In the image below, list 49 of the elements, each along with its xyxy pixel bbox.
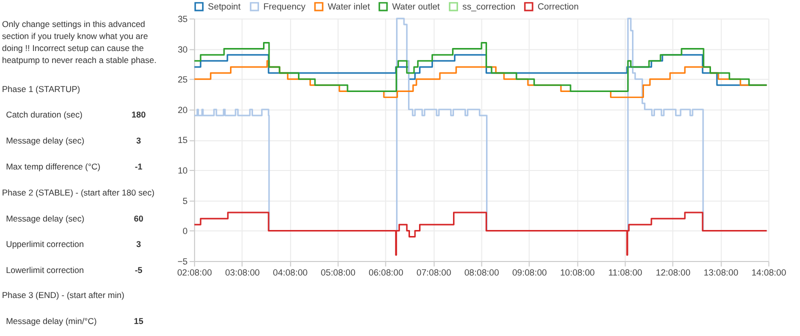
text: Message delay (min/°C) [6, 316, 97, 326]
text: 15 [134, 316, 144, 326]
text: heatpump to never reach a stable phase. [2, 55, 157, 66]
text: Only change settings in this advanced [2, 18, 146, 29]
text: section if you truely know what you are [2, 31, 148, 42]
y-tick-label: 30 [178, 44, 188, 54]
x-tick-label: 10:08:00 [560, 267, 595, 278]
y-tick-label: 15 [178, 135, 188, 146]
text: Phase 2 (STABLE) - (start after 180 sec) [2, 187, 155, 198]
text: 60 [134, 213, 144, 224]
y-tick-label: 20 [178, 104, 188, 115]
legend-label: ss_correction [462, 2, 516, 12]
legend-label: Setpoint [208, 2, 242, 12]
text: Phase 3 (END) - (start after min) [2, 290, 124, 300]
legend-label: Correction [538, 2, 579, 12]
text: -1 [134, 161, 143, 172]
text: doing !! Incorrect setup can cause the [2, 43, 144, 54]
text: Message delay (sec) [6, 136, 85, 146]
x-tick-label: 08:08:00 [464, 267, 500, 278]
x-tick-label: 06:08:00 [368, 267, 404, 278]
text: Message delay (sec) [6, 213, 85, 224]
y-tick-label: 35 [178, 14, 188, 24]
y-tick-label: −5 [177, 256, 188, 267]
text: Catch duration (sec) [6, 110, 83, 120]
text: -5 [134, 265, 143, 276]
x-tick-label: 07:08:00 [416, 267, 452, 278]
y-tick-label: 5 [182, 196, 188, 206]
x-tick-label: 11:08:00 [608, 267, 642, 278]
x-tick-label: 09:08:00 [512, 267, 547, 278]
y-tick-label: 25 [178, 74, 188, 85]
y-tick-label: 0 [182, 226, 188, 236]
text: 180 [132, 110, 146, 120]
text: Upperlimit correction [6, 239, 84, 250]
x-tick-label: 12:08:00 [656, 267, 690, 278]
y-tick-label: 10 [178, 166, 188, 176]
x-tick-label: 14:08:00 [751, 267, 786, 278]
text: Lowerlimit correction [6, 265, 84, 276]
text: Max temp difference (°C) [6, 161, 101, 172]
x-tick-label: 02:08:00 [177, 267, 212, 278]
text: Phase 1 (STARTUP) [2, 84, 80, 94]
x-tick-label: 13:08:00 [704, 267, 738, 278]
legend-label: Water outlet [392, 2, 440, 12]
x-tick-label: 03:08:00 [225, 267, 260, 278]
legend-label: Water inlet [328, 2, 370, 12]
text: 3 [136, 136, 142, 146]
x-tick-label: 05:08:00 [320, 267, 356, 278]
legend-label: Frequency [263, 2, 306, 12]
x-tick-label: 04:08:00 [272, 267, 308, 278]
text: 3 [136, 239, 142, 250]
